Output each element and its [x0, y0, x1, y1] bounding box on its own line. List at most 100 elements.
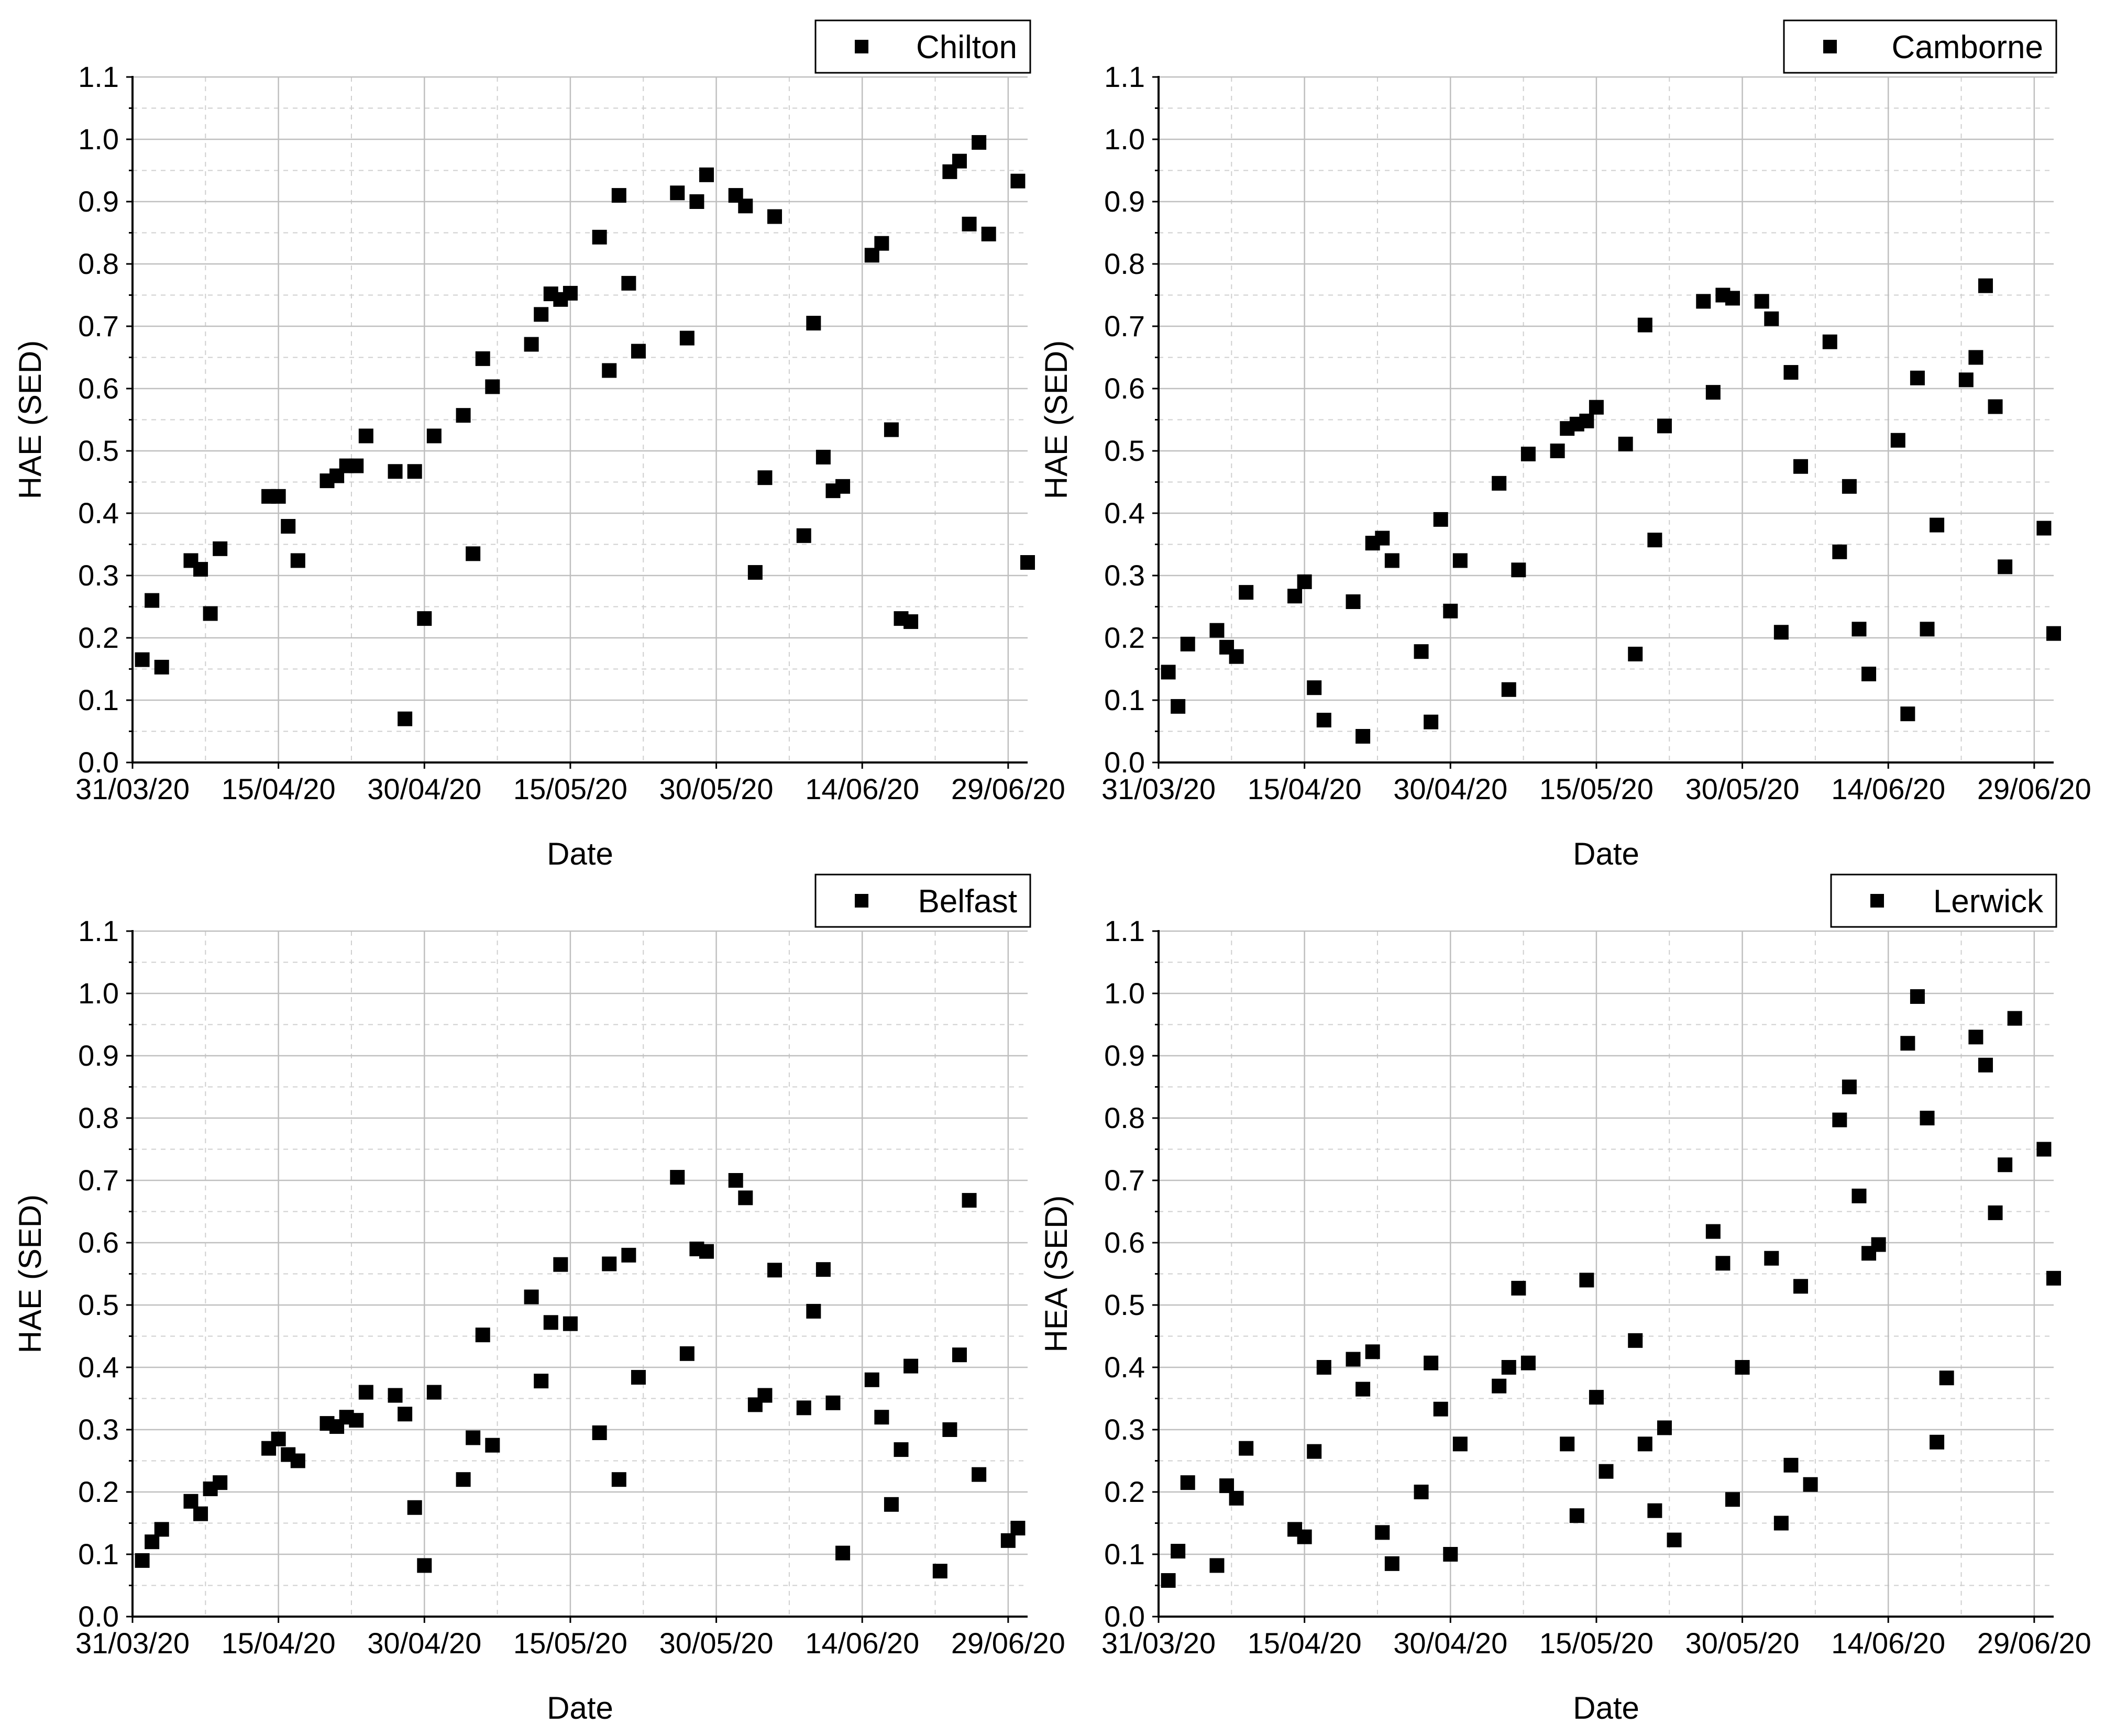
y-tick-label: 1.1: [78, 914, 119, 947]
data-point: [1346, 594, 1361, 609]
data-point: [466, 1430, 481, 1445]
x-tick-label: 30/04/20: [1393, 772, 1507, 805]
y-tick-label: 0.8: [78, 247, 119, 280]
data-point: [679, 1346, 695, 1361]
data-point: [1920, 1111, 1935, 1125]
data-point: [1930, 1434, 1945, 1450]
data-point: [874, 236, 889, 251]
data-point: [1520, 446, 1536, 461]
y-tick-label: 0.3: [1104, 559, 1145, 592]
y-tick-label: 0.8: [78, 1101, 119, 1134]
y-tick-label: 0.9: [78, 1039, 119, 1072]
data-point: [1861, 667, 1877, 682]
data-point: [1793, 459, 1809, 474]
data-point: [962, 1193, 977, 1208]
data-point: [815, 449, 831, 465]
x-tick-label: 30/05/20: [659, 1627, 774, 1660]
y-axis-title: HAE (SED): [13, 340, 48, 499]
data-point: [281, 518, 296, 534]
y-tick-label: 0.1: [1104, 1538, 1145, 1571]
data-point: [135, 1553, 150, 1568]
y-tick-label: 0.8: [1104, 247, 1145, 280]
x-tick-label: 31/03/20: [75, 1627, 190, 1660]
x-tick-label: 31/03/20: [75, 772, 190, 805]
data-point: [154, 659, 169, 675]
data-point: [1384, 1556, 1399, 1571]
x-tick-label: 15/05/20: [513, 1627, 627, 1660]
data-point: [466, 546, 481, 561]
data-point: [1287, 589, 1303, 604]
data-point: [1010, 1521, 1026, 1536]
data-point: [1910, 989, 1925, 1004]
data-point: [193, 1506, 208, 1521]
data-point: [1501, 1360, 1516, 1375]
data-point: [563, 1316, 578, 1331]
data-point: [1637, 1436, 1652, 1452]
data-point: [1424, 1355, 1439, 1370]
data-point: [1764, 1251, 1779, 1266]
data-point: [524, 1289, 539, 1304]
y-tick-label: 0.7: [1104, 1164, 1145, 1197]
data-point: [135, 652, 150, 667]
x-tick-label: 30/04/20: [367, 772, 481, 805]
legend-marker: [855, 894, 868, 908]
data-point: [543, 1315, 558, 1330]
data-point: [1297, 1529, 1312, 1544]
data-point: [1569, 1508, 1584, 1523]
data-point: [631, 344, 646, 359]
data-point: [1511, 1280, 1526, 1296]
y-tick-label: 0.4: [1104, 1351, 1145, 1384]
y-tick-label: 0.6: [1104, 1226, 1145, 1259]
y-tick-label: 0.4: [1104, 496, 1145, 529]
data-point: [757, 470, 773, 485]
data-point: [806, 316, 821, 331]
x-tick-label: 15/05/20: [1539, 1627, 1654, 1660]
data-point: [1822, 334, 1837, 349]
data-point: [1171, 1544, 1186, 1559]
x-tick-label: 15/05/20: [1539, 772, 1654, 805]
data-point: [1725, 291, 1740, 306]
data-point: [1414, 1485, 1429, 1499]
data-point: [1793, 1279, 1809, 1294]
y-tick-label: 0.0: [1104, 746, 1145, 779]
data-point: [972, 135, 987, 150]
data-point: [145, 1534, 160, 1550]
data-point: [874, 1410, 889, 1425]
data-point: [426, 1385, 442, 1400]
data-point: [1715, 1256, 1731, 1271]
data-point: [183, 1494, 199, 1509]
y-tick-label: 0.4: [78, 1351, 119, 1384]
legend: Chilton: [814, 19, 1031, 74]
data-point: [602, 1256, 617, 1271]
data-point: [1443, 1547, 1458, 1562]
x-tick-label: 30/05/20: [659, 772, 774, 805]
data-point: [1433, 512, 1448, 527]
data-point: [485, 379, 500, 394]
data-point: [1842, 1079, 1857, 1094]
legend-label: Belfast: [918, 883, 1017, 920]
data-point: [213, 541, 228, 556]
data-point: [1180, 1475, 1195, 1490]
data-point: [1297, 574, 1312, 589]
data-point: [398, 1407, 413, 1422]
y-tick-label: 0.5: [78, 1288, 119, 1321]
data-point: [534, 307, 549, 322]
y-tick-label: 0.1: [78, 1538, 119, 1571]
data-point: [1754, 294, 1769, 309]
data-point: [864, 1372, 879, 1387]
data-point: [894, 1442, 909, 1457]
data-point: [972, 1467, 987, 1482]
data-point: [903, 614, 919, 629]
data-point: [1910, 370, 1925, 385]
data-point: [398, 711, 413, 726]
data-point: [475, 351, 490, 366]
data-point: [358, 428, 373, 444]
x-tick-label: 29/06/20: [951, 1627, 1065, 1660]
legend-marker: [1823, 40, 1837, 53]
y-tick-label: 1.0: [78, 977, 119, 1010]
y-axis-title: HEA (SED): [1039, 1195, 1074, 1352]
chart-panel: 0.0 0.1 0.2 0.3 0.4 0.5 0.6 0.7 0.8 0.9 1.0 1.1 31/0…: [1039, 19, 2091, 871]
data-point: [1511, 562, 1526, 578]
data-point: [1589, 400, 1604, 415]
x-tick-label: 15/04/20: [222, 1627, 336, 1660]
